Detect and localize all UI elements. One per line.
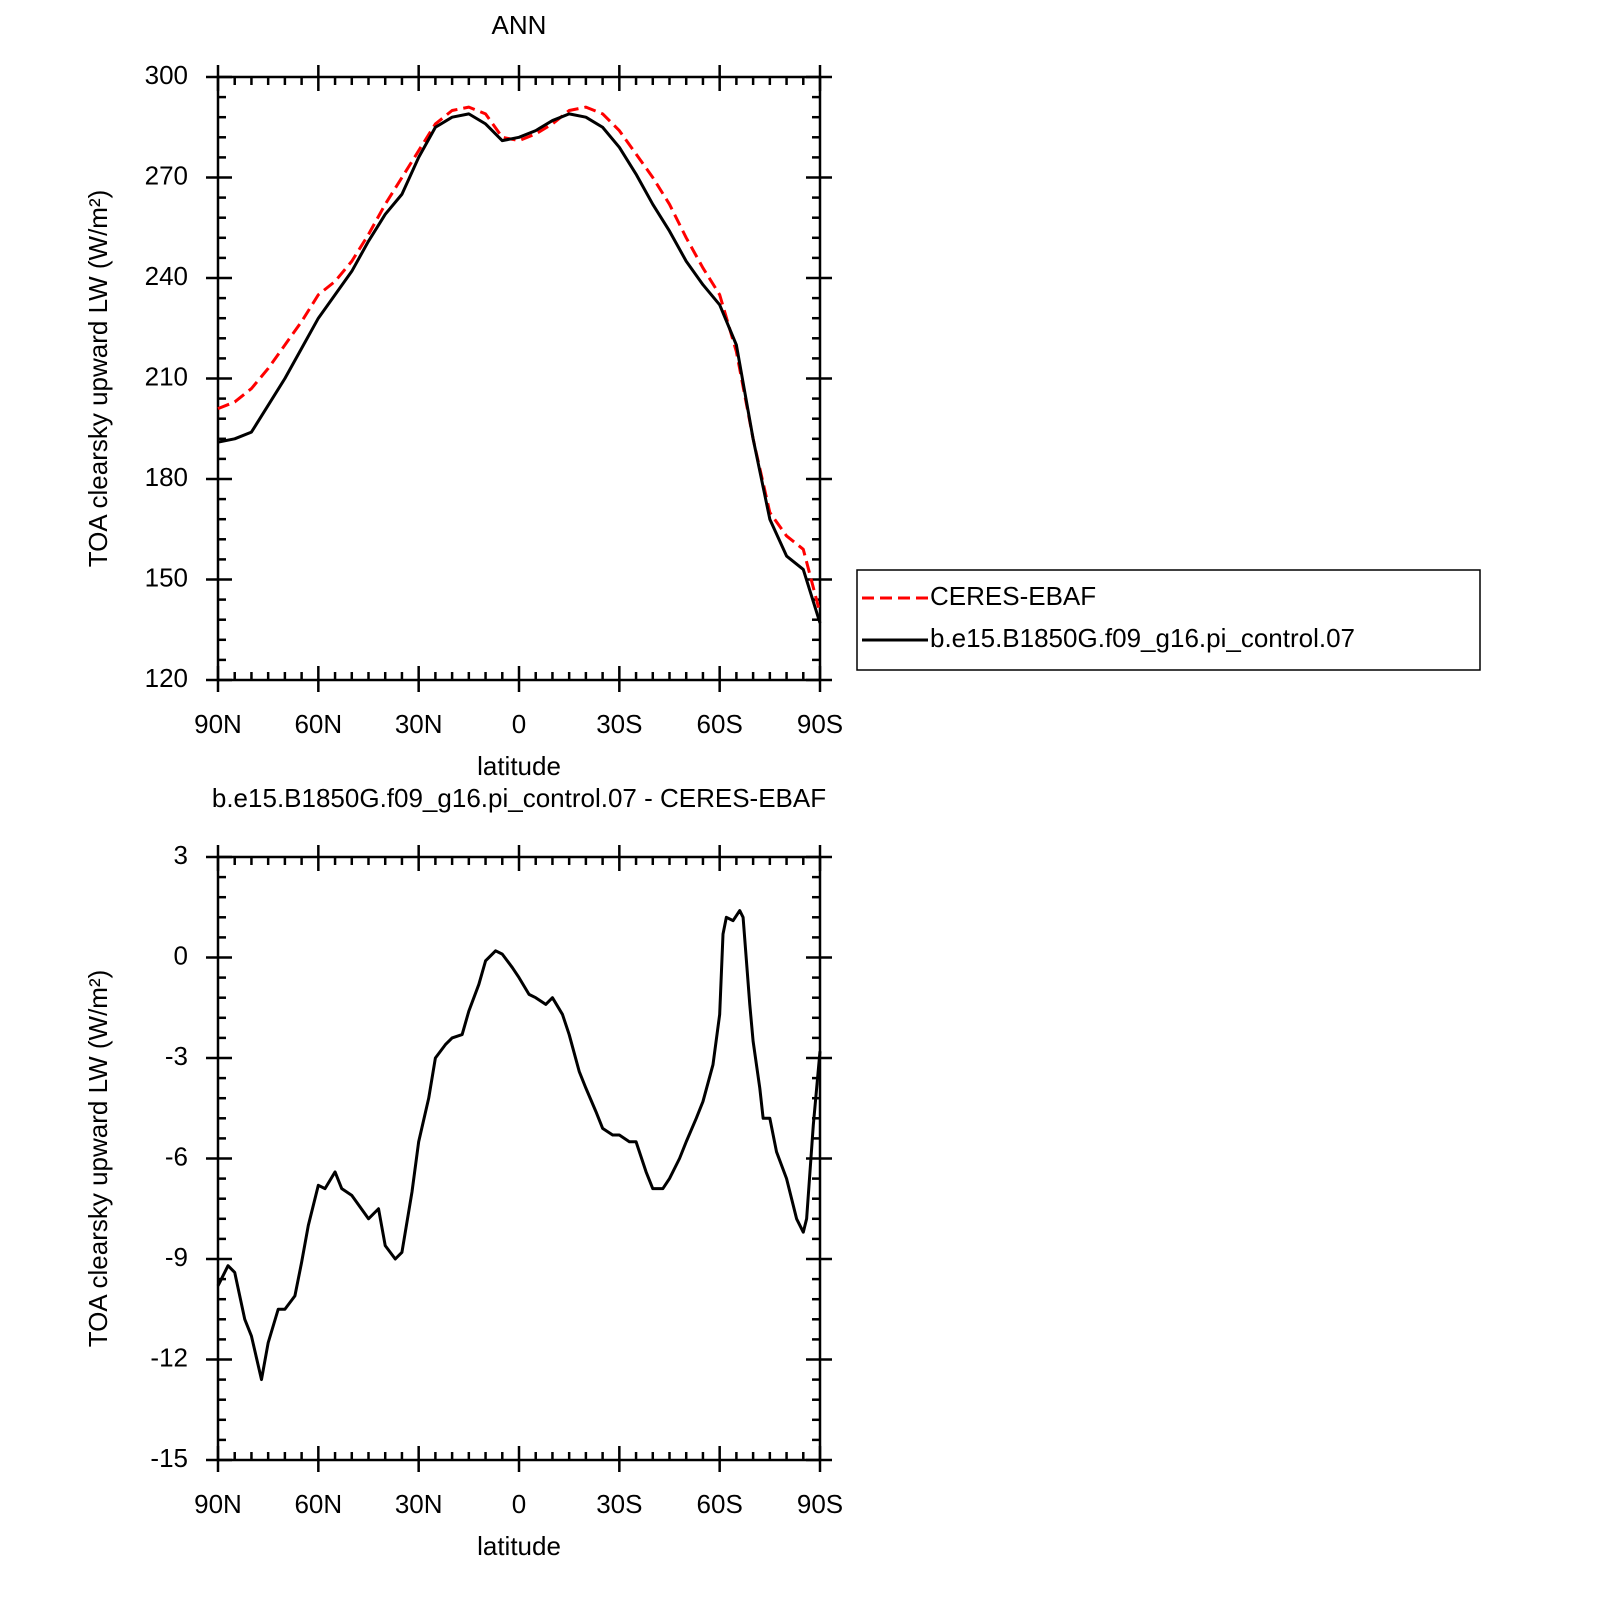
x-tick-label: 90S [797,709,843,739]
y-tick-label: -3 [165,1041,188,1071]
y-tick-label: 0 [174,940,188,970]
x-tick-label: 0 [512,1489,526,1519]
plot-frame [216,855,822,1462]
data-line [217,112,822,624]
y-tick-label: -15 [150,1443,188,1473]
x-tick-label: 60S [697,1489,743,1519]
x-tick-label: 60N [294,709,342,739]
y-tick-label: 3 [174,840,188,870]
x-tick-label: 60S [697,709,743,739]
y-tick-label: 150 [145,562,188,592]
x-tick-label: 90S [797,1489,843,1519]
y-axis-label: TOA clearsky upward LW (W/m²) [83,190,113,568]
y-tick-label: 240 [145,261,188,291]
x-axis-label: latitude [477,751,561,781]
y-tick-label: 270 [145,160,188,190]
x-tick-label: 30N [395,709,443,739]
x-tick-label: 0 [512,709,526,739]
x-tick-label: 90N [194,709,242,739]
x-axis-label: latitude [477,1531,561,1561]
y-tick-label: -12 [150,1342,188,1372]
y-tick-label: 180 [145,462,188,492]
legend-label: CERES-EBAF [930,581,1096,611]
data-line [216,909,822,1382]
y-tick-label: -6 [165,1141,188,1171]
x-tick-label: 90N [194,1489,242,1519]
legend-label: b.e15.B1850G.f09_g16.pi_control.07 [930,623,1355,653]
x-tick-label: 60N [294,1489,342,1519]
plot-frame [216,75,822,682]
x-tick-label: 30S [596,1489,642,1519]
data-line [217,105,822,614]
x-tick-label: 30S [596,709,642,739]
y-tick-label: 210 [145,361,188,391]
y-axis-label: TOA clearsky upward LW (W/m²) [83,970,113,1348]
y-tick-label: 300 [145,60,188,90]
x-tick-label: 30N [395,1489,443,1519]
y-tick-label: -9 [165,1242,188,1272]
chart-title: b.e15.B1850G.f09_g16.pi_control.07 - CER… [212,783,826,813]
chart-title: ANN [492,10,547,40]
y-tick-label: 120 [145,663,188,693]
legend-box [856,569,1481,671]
